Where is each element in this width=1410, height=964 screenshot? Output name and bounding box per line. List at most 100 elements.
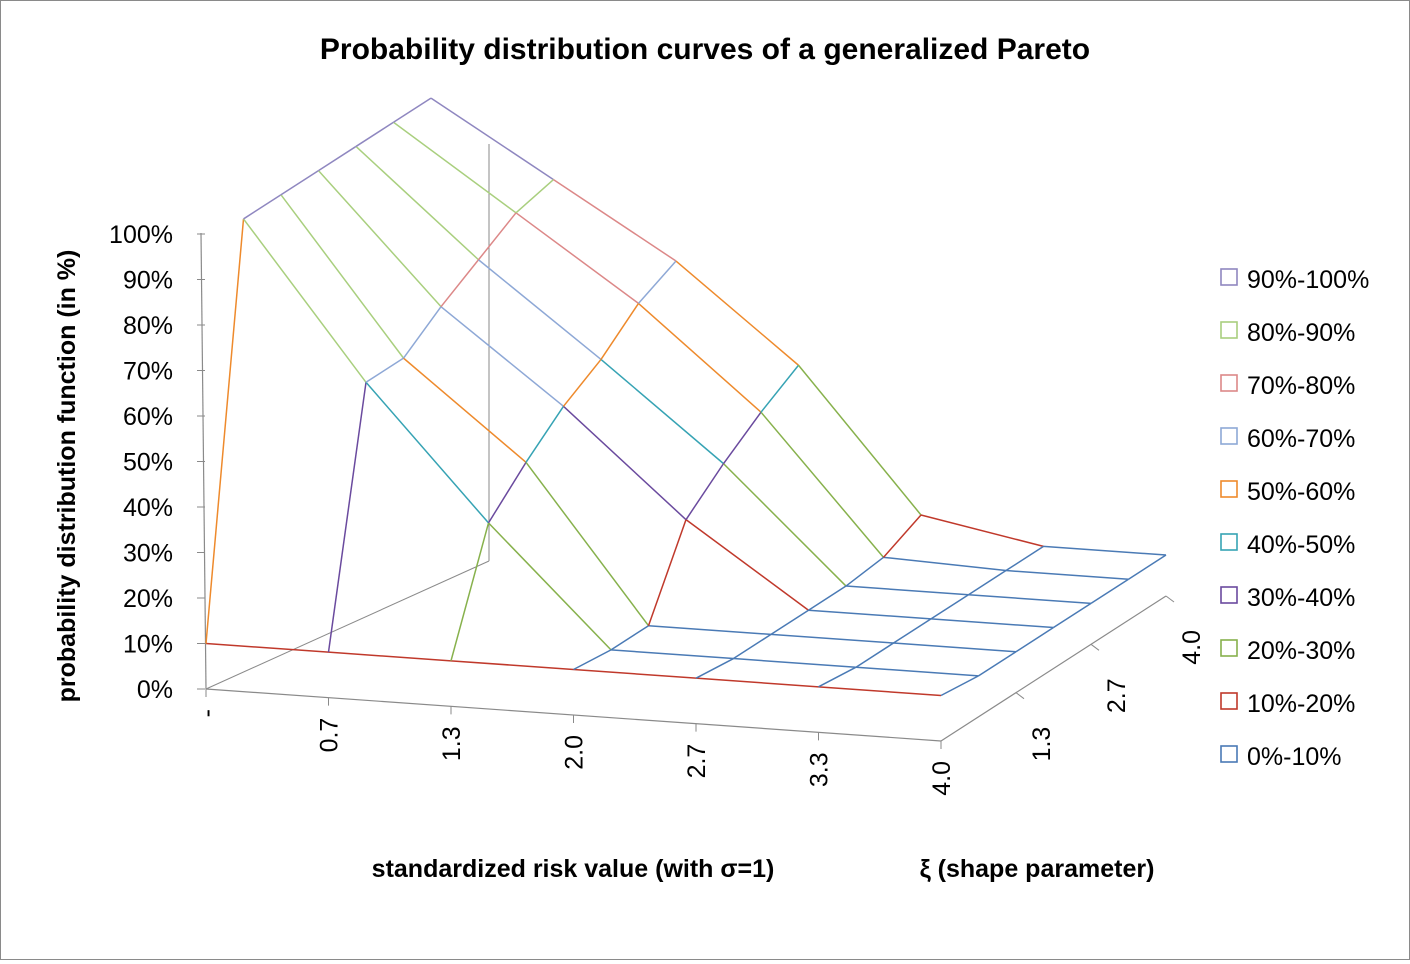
depth-tick-mark	[1165, 595, 1175, 603]
y-tick-label: 40%	[123, 494, 173, 522]
surface-line-depth	[318, 145, 357, 172]
surface-line-x	[610, 649, 734, 660]
x-tick-label: 0.7	[316, 718, 344, 753]
surface-line-x	[648, 624, 772, 636]
surface-line-depth	[205, 218, 245, 644]
surface-line-depth	[968, 569, 1007, 596]
surface-line-depth	[440, 259, 480, 308]
surface-line-depth	[1090, 578, 1129, 605]
y-tick-label: 20%	[123, 585, 173, 613]
surface-line-x	[515, 212, 639, 305]
surface-line-depth	[562, 358, 602, 407]
legend-label: 90%-100%	[1247, 266, 1369, 294]
surface-line-x	[355, 145, 480, 261]
surface-line-depth	[770, 609, 809, 636]
surface-line-x	[808, 609, 932, 620]
surface-line-x	[205, 642, 329, 653]
surface-line-x	[920, 514, 1044, 548]
chart-axes: 0% 10% 20% 30% 40% 50% 60% 70% 80% 90% 100% - 0.7 1.3…	[109, 221, 1206, 796]
surface-line-depth	[637, 260, 677, 304]
surface-line-depth	[573, 649, 612, 671]
legend-label: 0%-10%	[1247, 743, 1342, 771]
surface-line-x	[930, 618, 1054, 629]
surface-line-depth	[487, 461, 527, 524]
surface-line-depth	[1128, 554, 1167, 580]
surface-line-x	[573, 668, 697, 679]
legend-swatch	[1220, 533, 1238, 551]
surface-line-depth	[365, 357, 404, 383]
x-tick-label: 3.3	[806, 752, 834, 787]
legend-swatch	[1220, 427, 1238, 445]
floor-back-edge	[205, 560, 490, 690]
surface-line-depth	[647, 519, 687, 626]
depth-tick-label: 1.3	[1028, 727, 1056, 762]
surface-line-x	[440, 306, 564, 407]
surface-line-x	[760, 411, 885, 558]
surface-line-x	[638, 302, 762, 413]
surface-line-x	[695, 677, 819, 688]
chart-title: Probability distribution curves of a gen…	[320, 33, 1090, 66]
y-tick-label: 70%	[123, 358, 173, 386]
surface-line-x	[393, 121, 517, 214]
surface-line-x	[797, 364, 922, 516]
surface-line-x	[242, 218, 367, 383]
surface-line-depth	[930, 594, 969, 620]
legend-swatch	[1220, 321, 1238, 339]
surface-line-depth	[327, 382, 367, 653]
surface-line-x	[675, 260, 799, 366]
surface-line-x	[855, 666, 979, 677]
legend-label: 30%-40%	[1247, 584, 1355, 612]
x-tick-label: 4.0	[928, 761, 956, 796]
y-tick-label: 10%	[123, 631, 173, 659]
surface-plot	[205, 97, 1167, 697]
surface-line-depth	[733, 633, 772, 660]
surface-line-x	[600, 358, 724, 465]
surface-line-depth	[1005, 545, 1044, 572]
surface-line-x	[487, 522, 612, 651]
surface-line-x	[1005, 569, 1129, 580]
depth-tick-mark	[1090, 643, 1100, 651]
surface-line-depth	[722, 411, 762, 465]
surface-line-depth	[243, 194, 282, 220]
surface-line-depth	[940, 675, 979, 697]
surface-line-x	[280, 194, 405, 359]
legend-label: 20%-30%	[1247, 637, 1355, 665]
chart-walls	[200, 144, 490, 690]
surface-line-x	[685, 519, 809, 611]
surface-line-depth	[882, 514, 922, 558]
legend-swatch	[1220, 692, 1238, 710]
y-tick-label: 80%	[123, 312, 173, 340]
surface-line-x	[553, 178, 677, 262]
y-tick-label: 0%	[137, 676, 173, 704]
legend-label: 70%-80%	[1247, 372, 1355, 400]
surface-line-depth	[1053, 602, 1092, 629]
surface-line-x	[722, 463, 847, 587]
surface-line-depth	[760, 364, 800, 413]
surface-line-depth	[695, 657, 734, 679]
surface-line-depth	[402, 306, 442, 359]
surface-line-x	[1043, 545, 1167, 556]
surface-line-x	[328, 651, 452, 662]
depth-tick-label: 4.0	[1178, 630, 1206, 665]
surface-line-depth	[477, 212, 517, 261]
x-axis-title: standardized risk value (with σ=1)	[372, 855, 775, 883]
x-tick-label: 2.0	[561, 735, 589, 770]
surface-line-depth	[978, 651, 1017, 677]
surface-line-x	[430, 97, 554, 181]
surface-line-depth	[280, 169, 319, 196]
y-axis-title: probability distribution function (in %)	[53, 250, 81, 703]
surface-line-depth	[893, 618, 932, 644]
surface-line-depth	[525, 405, 565, 463]
surface-line-depth	[808, 585, 847, 611]
surface-line-depth	[515, 179, 554, 214]
surface-line-depth	[685, 463, 725, 521]
surface-line-x	[562, 405, 687, 521]
surface-line-x	[317, 170, 442, 308]
depth-tick-label: 2.7	[1103, 678, 1131, 713]
surface-line-x	[403, 357, 527, 463]
surface-line-depth	[393, 97, 432, 123]
surface-line-x	[733, 657, 857, 668]
legend-swatch	[1220, 745, 1238, 763]
